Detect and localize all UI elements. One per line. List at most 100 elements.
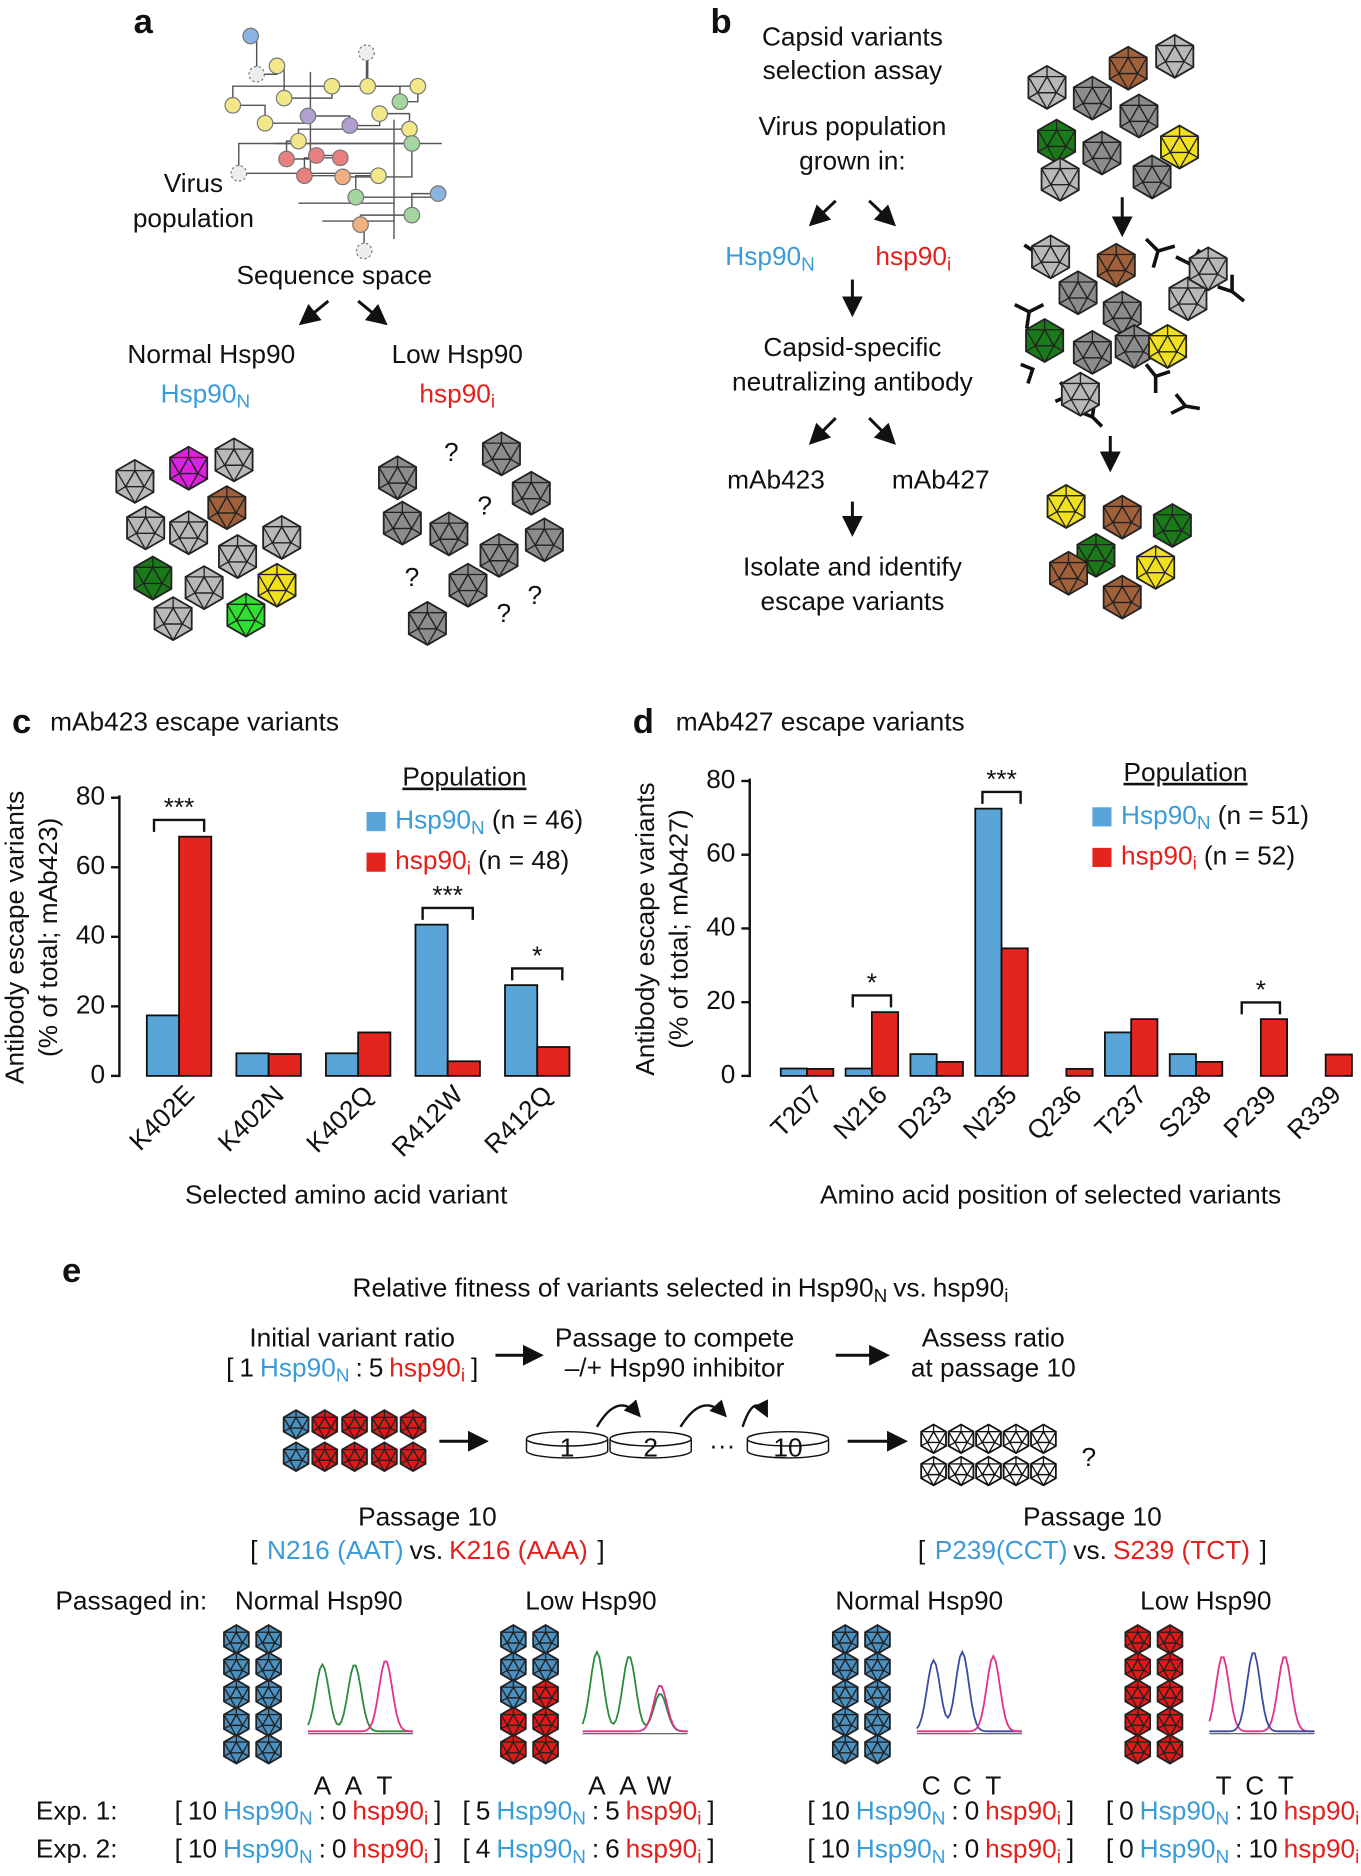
capsid-edge (920, 1441, 928, 1447)
capsid-edge (1049, 1441, 1057, 1447)
capsid-edge (1175, 1686, 1183, 1699)
capsid-edge (876, 1670, 885, 1682)
capsid-edge (832, 1631, 840, 1644)
capsid-edge (257, 574, 269, 591)
capsid-edge (926, 1474, 935, 1486)
x-axis-label: Selected amino acid variant (185, 1179, 508, 1209)
capsid-icon (500, 1733, 527, 1765)
panel-label: a (134, 3, 154, 41)
capsid-edge (229, 1752, 237, 1764)
text-part: N (1216, 1809, 1230, 1830)
capsid-edge (883, 1752, 891, 1757)
capsid-edge (545, 1725, 553, 1737)
capsid-edge (274, 1724, 282, 1730)
capsid-edge (832, 1741, 840, 1754)
capsid-edge (301, 1459, 309, 1465)
capsid-edge (532, 1697, 540, 1703)
capsid-edge (1178, 152, 1190, 169)
capsid-edge (551, 1669, 559, 1675)
capsid-edge (1021, 1474, 1029, 1479)
capsid-edge (553, 528, 564, 546)
capsid-edge (1124, 1659, 1133, 1671)
capsid-edge (987, 1474, 996, 1486)
network-node (370, 167, 387, 185)
network-node (268, 57, 286, 75)
capsid-edge (532, 1752, 540, 1757)
capsid-face (1008, 1462, 1024, 1476)
capsid-edge (295, 1427, 303, 1440)
capsid-edge (1082, 141, 1094, 159)
capsid-edge (876, 1642, 885, 1655)
passage-arrow (679, 1399, 727, 1428)
text-part: Hsp90 (1121, 800, 1197, 830)
significance-bracket (981, 790, 1022, 804)
capsid-edge (498, 560, 509, 578)
capsid-edge (390, 1427, 398, 1433)
capsid-edge (274, 1752, 282, 1757)
capsid-edge (870, 1725, 879, 1737)
capsid-edge (401, 528, 413, 545)
capsid-edge (1086, 560, 1097, 578)
text-part: Hsp90 (856, 1834, 932, 1864)
capsid-edge (276, 590, 287, 608)
text-part: N (299, 1847, 313, 1868)
capsid-edge (262, 542, 273, 549)
capsid-edge (1101, 87, 1112, 104)
capsid-edge (832, 1642, 840, 1648)
text-part: 10 (1248, 1795, 1277, 1825)
capsid-icon (282, 1441, 310, 1473)
x-tick-label: P239 (1217, 1079, 1282, 1144)
capsid-edge (458, 590, 469, 608)
capsid-edge (1137, 73, 1148, 80)
capsid-edge (883, 1642, 891, 1648)
capsid-edge (532, 1724, 540, 1730)
capsid-face (261, 1685, 277, 1699)
capsid-edge (226, 619, 237, 627)
capsid-edge (1095, 560, 1106, 578)
capsid-edge (512, 1670, 521, 1682)
capsid-face (387, 465, 409, 484)
panel-label: e (62, 1252, 81, 1290)
capsid-edge (1178, 303, 1189, 321)
capsid-face (228, 1713, 244, 1727)
capsid-face (317, 1415, 333, 1429)
text-part: 4 (476, 1834, 491, 1864)
capsid-edge (283, 1427, 291, 1433)
capsid-edge (500, 1631, 508, 1644)
capsid-icon (975, 1423, 1002, 1455)
y-tick-label: 80 (706, 764, 735, 794)
capsid-face (135, 515, 157, 534)
y-axis-label: Antibody escape variants (630, 782, 660, 1075)
capsid-face (1157, 334, 1179, 353)
capsid-edge (1037, 130, 1048, 147)
capsid-face (1197, 256, 1219, 275)
text-part: ] (707, 1795, 714, 1825)
capsid-edge (436, 612, 447, 630)
capsid-icon (864, 1733, 891, 1765)
capsid-face (870, 1740, 885, 1754)
culture-dish (609, 1430, 692, 1459)
capsid-edge (532, 1714, 540, 1726)
capsid-edge (261, 1752, 270, 1764)
capsid-icon (1058, 270, 1098, 316)
text-part: P239(CCT) (935, 1535, 1068, 1565)
capsid-icon (1002, 1455, 1030, 1487)
text-part: (n = 51) (1218, 800, 1309, 830)
capsid-edge (1053, 329, 1064, 347)
capsid-edge (1198, 273, 1209, 291)
network-node (278, 150, 295, 168)
capsid-edge (1110, 157, 1121, 165)
capsid-edge (1073, 102, 1084, 110)
capsid-edge (1181, 530, 1192, 537)
text-part: [ (807, 1795, 815, 1825)
text-part: 0 (1119, 1834, 1134, 1864)
capsid-edge (508, 560, 518, 567)
capsid-edge (1049, 562, 1060, 579)
experiment-ratio: [5 Hsp90N:5 hsp90i] (462, 1795, 714, 1829)
capsid-edge (851, 1642, 858, 1648)
capsid-face (505, 1685, 521, 1699)
network-node (230, 164, 248, 182)
capsid-icon (1031, 234, 1071, 280)
text-part: N (1197, 813, 1211, 834)
